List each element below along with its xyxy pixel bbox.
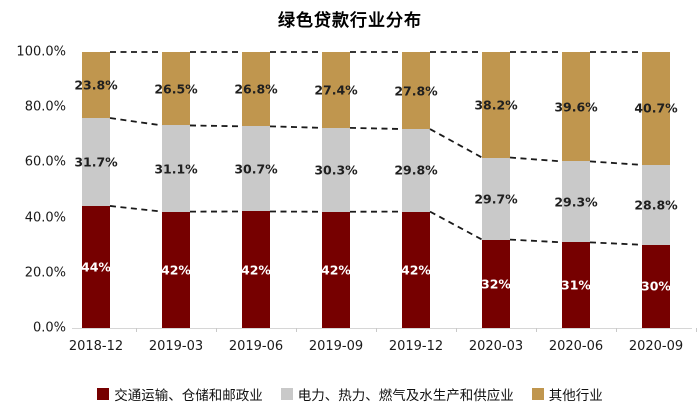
x-axis-tick-mark [296, 328, 297, 332]
dashed-connector-line [509, 238, 563, 244]
bar-segment [322, 211, 350, 328]
segment-data-label: 27.8% [394, 83, 438, 99]
segment-data-label: 31.1% [154, 161, 198, 177]
dashed-connector-line [109, 117, 163, 127]
segment-data-label: 30.7% [234, 161, 278, 177]
x-axis-line [72, 328, 692, 329]
segment-data-label: 40.7% [634, 100, 678, 116]
legend-swatch-icon [531, 388, 544, 400]
x-axis-tick-mark [536, 328, 537, 332]
x-axis-tick-mark [456, 328, 457, 332]
bar-segment [322, 127, 350, 212]
bar-segment [562, 242, 590, 328]
bar-segment [322, 52, 350, 128]
segment-data-label: 26.8% [234, 81, 278, 97]
bar-segment [562, 52, 590, 162]
bar-segment [82, 52, 110, 119]
segment-data-label: 39.6% [554, 99, 598, 115]
segment-data-label: 42% [401, 262, 431, 278]
y-axis-tick-label: 80.0% [24, 99, 66, 115]
bar-segment [82, 205, 110, 328]
segment-data-label: 26.5% [154, 81, 198, 97]
bar-segment [162, 52, 190, 126]
segment-data-label: 31.7% [74, 154, 118, 170]
legend-swatch-icon [97, 388, 110, 400]
legend-label: 其他行业 [548, 388, 603, 404]
x-axis-category-label: 2019-06 [228, 339, 284, 354]
segment-data-label: 38.2% [474, 97, 518, 113]
segment-data-label: 30.3% [314, 162, 358, 178]
dashed-connector-line [109, 205, 163, 213]
legend-item: 电力、热力、燃气及水生产和供应业 [280, 384, 514, 404]
y-axis-tick-label: 0.0% [32, 320, 66, 336]
bar-segment [162, 211, 190, 328]
bar-segment [642, 244, 670, 328]
x-axis-tick-mark [616, 328, 617, 332]
bar-segment [402, 52, 430, 130]
bar-segment [82, 118, 110, 206]
legend-swatch-icon [280, 388, 293, 400]
segment-data-label: 31% [561, 277, 591, 293]
x-axis-category-label: 2019-12 [388, 339, 444, 354]
bar-segment [482, 239, 510, 328]
bar-segment [642, 164, 670, 245]
x-axis-tick-mark [56, 328, 57, 332]
dashed-connector-line [269, 125, 323, 129]
dashed-connector-line [589, 160, 643, 166]
x-axis-category-label: 2020-03 [468, 339, 524, 354]
bar-segment [482, 157, 510, 240]
chart-legend: 交通运输、仓储和邮政业 电力、热力、燃气及水生产和供应业 其他行业 [0, 384, 700, 404]
y-axis-tick-label: 20.0% [24, 265, 66, 281]
x-axis-tick-mark [696, 328, 697, 332]
bar-segment [562, 161, 590, 243]
bar-segment [242, 52, 270, 127]
y-axis-tick-label: 60.0% [24, 154, 66, 170]
y-axis-tick-label: 40.0% [24, 210, 66, 226]
segment-data-label: 42% [241, 262, 271, 278]
segment-data-label: 28.8% [634, 197, 678, 213]
x-axis-category-label: 2020-09 [628, 339, 684, 354]
dashed-connector-line [429, 210, 483, 241]
dashed-connector-line [589, 241, 643, 246]
legend-item: 其他行业 [531, 384, 603, 404]
legend-item: 交通运输、仓储和邮政业 [97, 384, 263, 404]
bar-segment [242, 211, 270, 328]
x-axis-tick-mark [376, 328, 377, 332]
segment-data-label: 30% [641, 278, 671, 294]
segment-data-label: 29.3% [554, 194, 598, 210]
segment-data-label: 32% [481, 276, 511, 292]
bar-segment [642, 52, 670, 165]
legend-label: 交通运输、仓储和邮政业 [114, 388, 263, 404]
segment-data-label: 44% [81, 259, 111, 275]
segment-data-label: 29.7% [474, 191, 518, 207]
dashed-connector-line [429, 128, 483, 159]
x-axis-category-label: 2018-12 [68, 339, 124, 354]
bar-segment [162, 125, 190, 212]
dashed-connector-line [349, 126, 403, 130]
x-axis-tick-mark [216, 328, 217, 332]
bar-segment [402, 211, 430, 328]
x-axis-tick-mark [136, 328, 137, 332]
x-axis-category-label: 2019-09 [308, 339, 364, 354]
segment-data-label: 42% [161, 262, 191, 278]
y-axis-tick-label: 100.0% [16, 44, 66, 60]
bar-segment [242, 126, 270, 212]
dashed-connector-line [509, 156, 563, 163]
bar-segment [482, 52, 510, 158]
x-axis-category-label: 2020-06 [548, 339, 604, 354]
bar-segment [402, 129, 430, 212]
segment-data-label: 42% [321, 262, 351, 278]
chart-title: 绿色贷款行业分布 [278, 11, 422, 31]
segment-data-label: 27.4% [314, 82, 358, 98]
legend-label: 电力、热力、燃气及水生产和供应业 [297, 388, 514, 404]
segment-data-label: 23.8% [74, 77, 118, 93]
x-axis-category-label: 2019-03 [148, 339, 204, 354]
segment-data-label: 29.8% [394, 162, 438, 178]
dashed-connector-line [189, 124, 243, 128]
